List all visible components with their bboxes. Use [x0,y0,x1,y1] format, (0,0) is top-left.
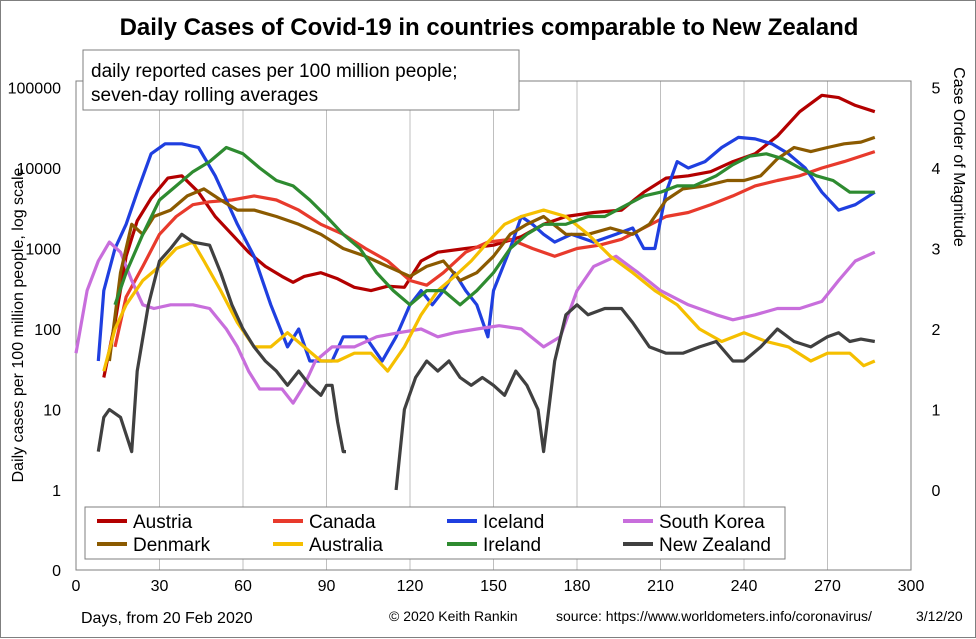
annotation-line-2: seven-day rolling averages [91,85,318,106]
y-tick-label: 10 [43,403,61,420]
series-line-new-zealand [96,232,346,454]
y-tick-label: 100 [34,322,61,339]
y2-tick-label: 2 [932,322,941,339]
legend-label-denmark: Denmark [133,535,211,556]
secondary-y-axis-label: Case Order of Magnitude [950,67,967,247]
x-tick-label: 210 [647,578,674,595]
y-tick-label: 100000 [8,81,61,98]
y2-tick-label: 1 [932,403,941,420]
chart-title: Daily Cases of Covid-19 in countries com… [120,14,859,41]
y2-tick-label: 5 [932,81,941,98]
y-axis-label: Daily cases per 100 million people, log … [10,167,27,482]
series-line-iceland [96,135,876,363]
x-tick-label: 300 [898,578,925,595]
legend-label-new-zealand: New Zealand [659,535,771,556]
legend: Austria Canada Iceland South Korea Denmark Au… [84,506,786,560]
x-axis-label: Days, from 20 Feb 2020 [81,610,253,627]
x-tick-label: 0 [72,578,81,595]
series-line-canada [113,150,876,348]
y-axis-ticks: 0 1 10 100 1000 10000 100000 [8,81,61,581]
legend-label-iceland: Iceland [483,512,544,533]
series-lines [74,93,876,491]
date-text: 3/12/20 [916,608,963,624]
x-tick-label: 60 [234,578,252,595]
y-tick-label: 10000 [17,161,62,178]
y-tick-label: 0 [52,563,61,580]
annotation-line-1: daily reported cases per 100 million peo… [91,61,458,82]
copyright-text: © 2020 Keith Rankin [389,608,518,624]
legend-label-australia: Australia [309,535,383,556]
series-line-ireland [113,145,875,307]
x-tick-label: 120 [397,578,424,595]
legend-label-austria: Austria [133,512,193,533]
series-line-denmark [107,135,876,362]
series-line-new-zealand-segment-2 [394,303,876,491]
y-tick-label: 1 [52,483,61,500]
y-tick-label: 1000 [25,242,61,259]
legend-label-ireland: Ireland [483,535,541,556]
legend-label-canada: Canada [309,512,376,533]
x-axis-ticks: 0 30 60 90 120 150 180 210 240 270 300 [72,578,925,595]
y2-tick-label: 0 [932,483,941,500]
x-tick-label: 30 [151,578,169,595]
annotation-box: daily reported cases per 100 million peo… [82,49,520,111]
y2-tick-label: 3 [932,242,941,259]
x-tick-label: 150 [480,578,507,595]
source-text: source: https://www.worldometers.info/co… [556,608,872,624]
legend-label-south-korea: South Korea [659,512,765,533]
series-line-australia [102,208,876,373]
x-tick-label: 240 [731,578,758,595]
series-line-south-korea [74,240,876,405]
secondary-y-axis-ticks: 0 1 2 3 4 5 [932,81,941,501]
x-tick-label: 90 [318,578,336,595]
x-tick-label: 270 [814,578,841,595]
y2-tick-label: 4 [932,161,941,178]
x-tick-label: 180 [564,578,591,595]
